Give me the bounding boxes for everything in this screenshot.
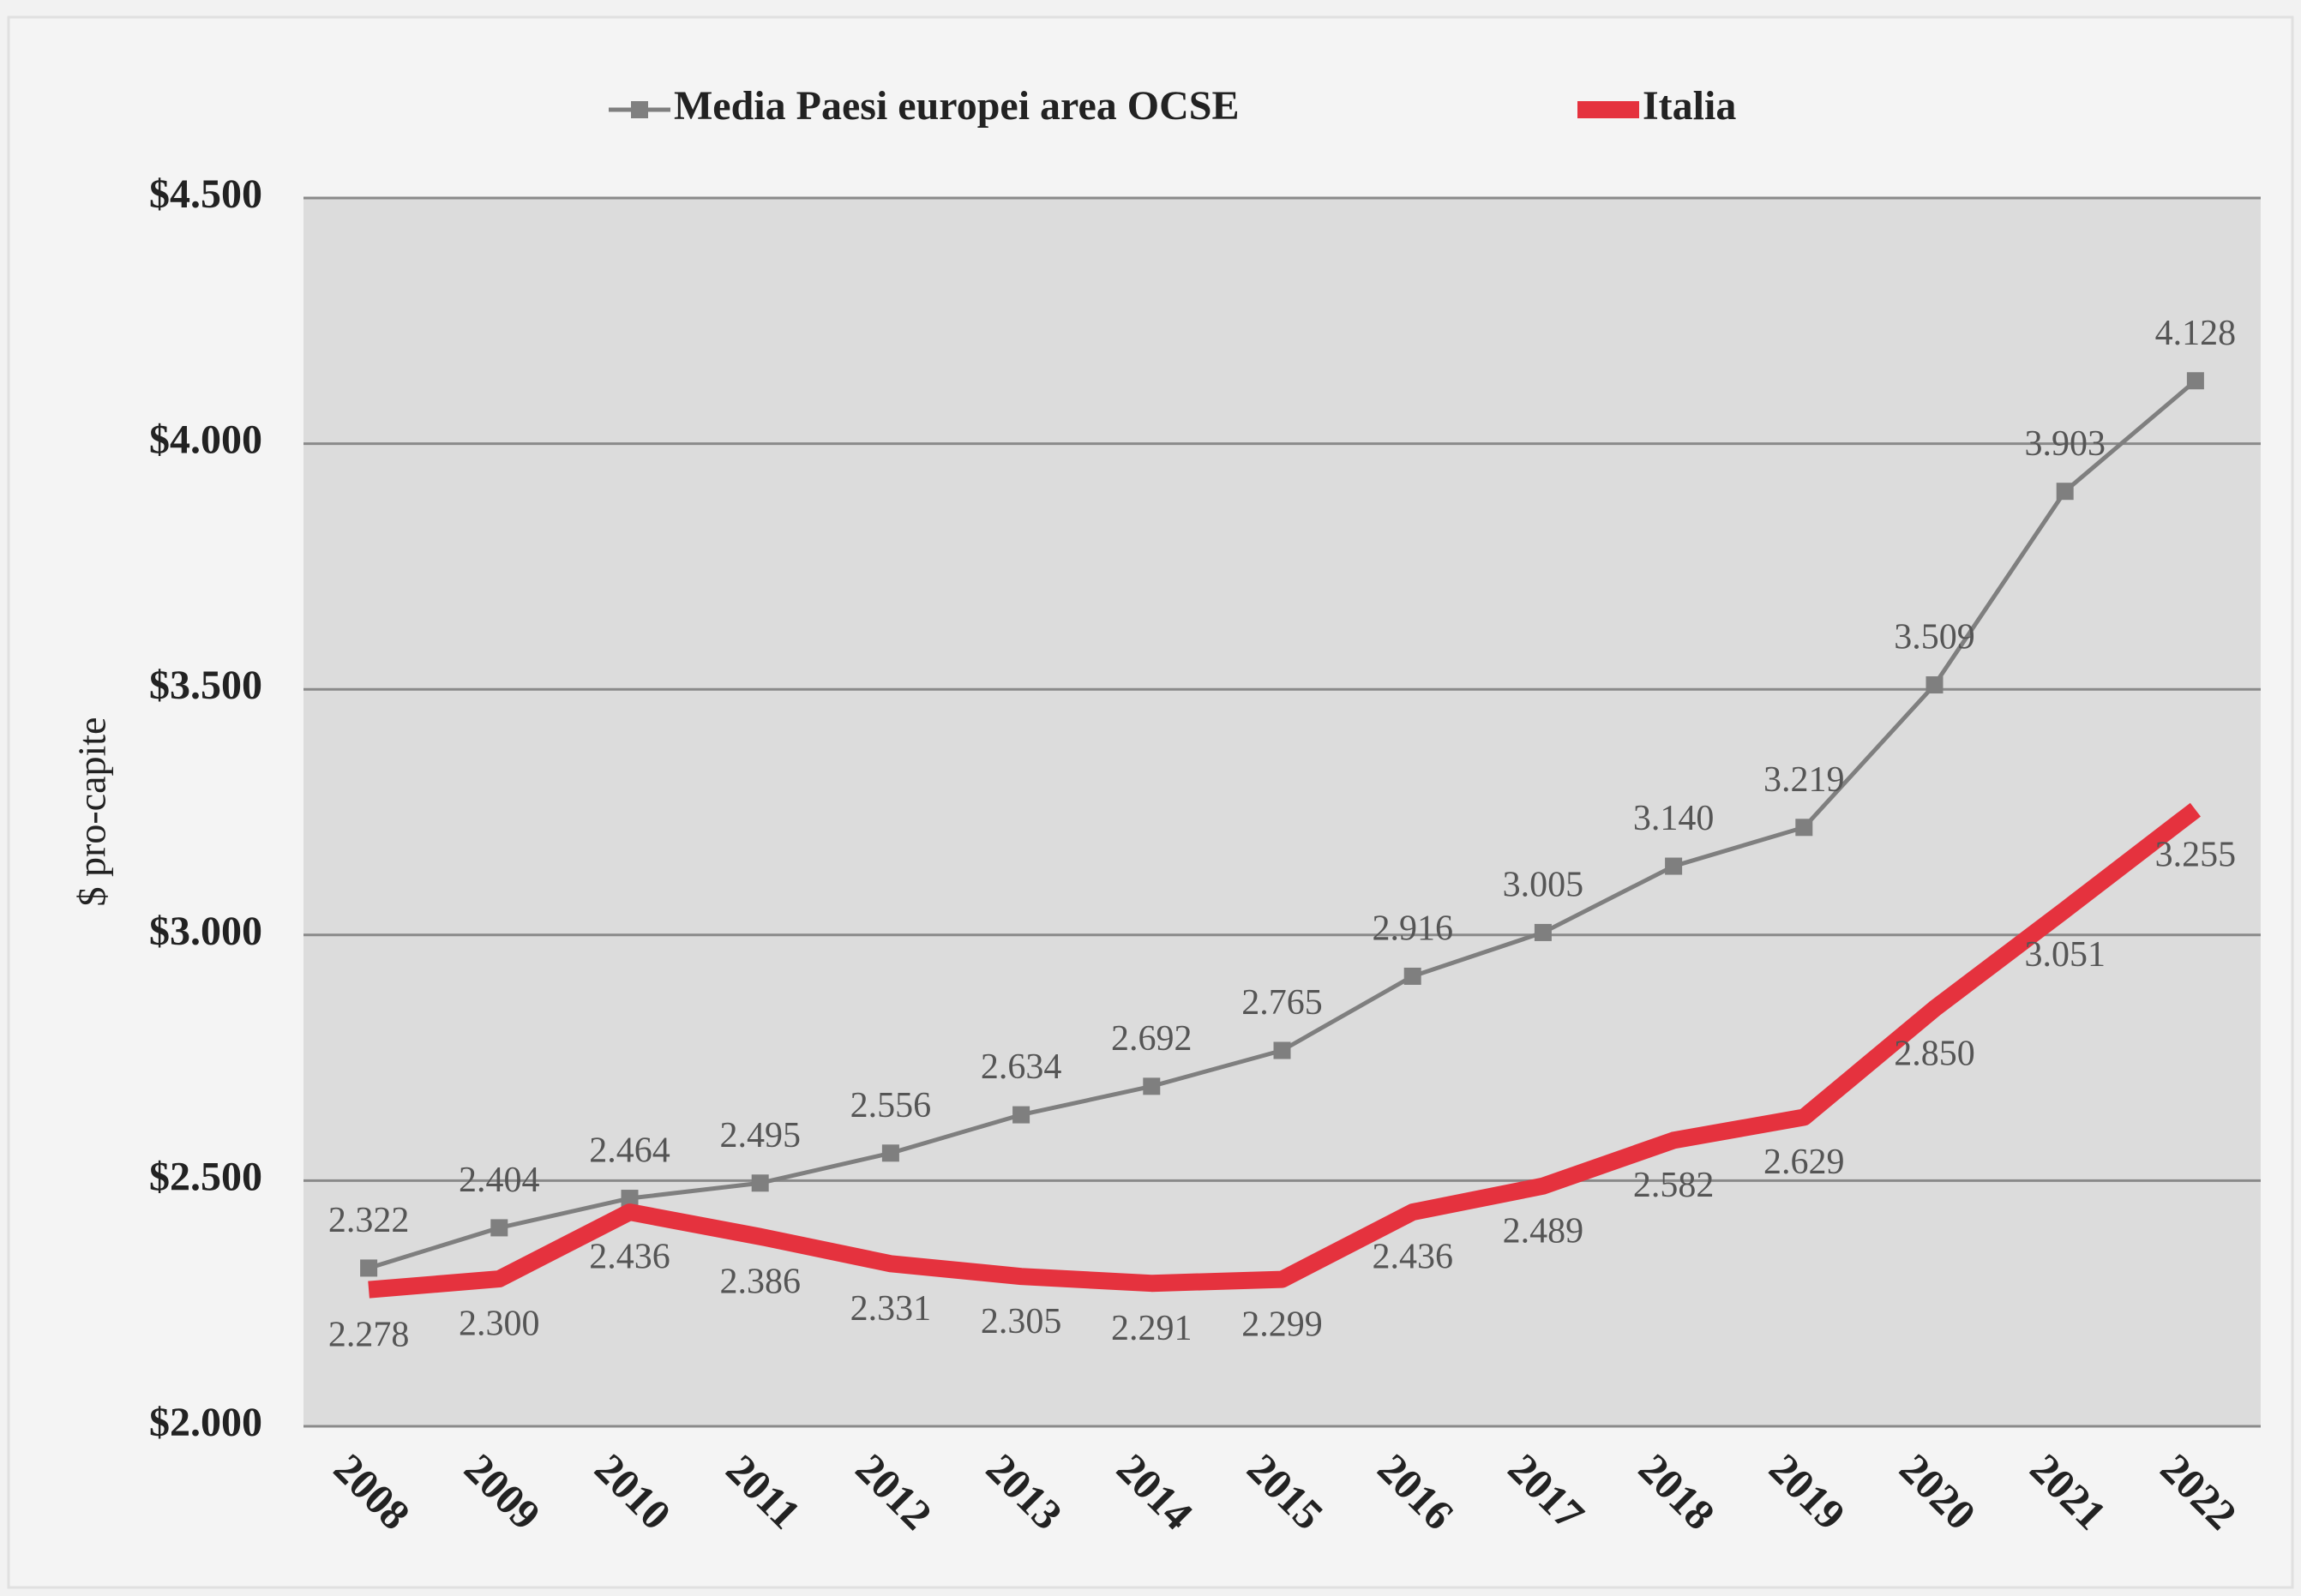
point-marker	[621, 1190, 639, 1208]
point-marker	[881, 1144, 899, 1162]
data-label: 3.140	[1633, 799, 1715, 838]
data-label: 2.464	[589, 1131, 670, 1171]
point-marker	[1143, 1077, 1161, 1095]
data-label: 2.305	[981, 1302, 1062, 1341]
y-axis-label: $ pro-capite	[70, 717, 114, 907]
point-marker	[1012, 1106, 1030, 1124]
data-label: 2.436	[1372, 1238, 1453, 1277]
point-marker	[751, 1174, 769, 1192]
data-label: 2.765	[1241, 983, 1323, 1023]
data-label: 2.386	[719, 1262, 801, 1301]
data-label: 2.278	[328, 1315, 410, 1354]
point-marker	[490, 1219, 508, 1237]
point-marker	[1534, 923, 1552, 941]
data-label: 3.903	[2024, 424, 2106, 464]
data-label: 2.495	[719, 1116, 801, 1155]
data-label: 3.005	[1503, 866, 1584, 905]
data-label: 2.331	[850, 1289, 932, 1329]
point-marker	[1403, 967, 1421, 985]
data-label: 2.634	[981, 1047, 1062, 1087]
y-tick-label: $3.000	[149, 909, 262, 954]
data-label: 3.255	[2155, 835, 2237, 874]
point-marker	[1926, 676, 1944, 694]
point-marker	[1795, 819, 1813, 837]
data-label: 4.128	[2155, 314, 2237, 353]
y-tick-label: $4.000	[149, 417, 262, 463]
data-label: 2.404	[459, 1161, 540, 1200]
data-label: 3.219	[1763, 760, 1845, 800]
data-label: 2.916	[1372, 909, 1453, 949]
data-label: 3.509	[1894, 618, 1975, 657]
data-label: 3.051	[2024, 935, 2106, 975]
data-label: 2.850	[1894, 1034, 1975, 1073]
data-label: 2.322	[328, 1201, 410, 1240]
legend-label: Media Paesi europei area OCSE	[674, 83, 1240, 129]
point-marker	[1665, 857, 1683, 875]
data-label: 2.300	[459, 1305, 540, 1344]
point-marker	[2056, 483, 2074, 501]
y-tick-label: $2.000	[149, 1400, 262, 1445]
point-marker	[1273, 1041, 1291, 1059]
y-tick-label: $2.500	[149, 1154, 262, 1199]
legend-label: Italia	[1643, 83, 1736, 129]
point-marker	[360, 1259, 378, 1277]
data-label: 2.291	[1111, 1309, 1193, 1348]
data-label: 2.582	[1633, 1166, 1715, 1205]
point-marker	[2186, 372, 2204, 390]
legend-marker	[631, 101, 648, 118]
data-label: 2.629	[1763, 1143, 1845, 1182]
data-label: 2.436	[589, 1238, 670, 1277]
data-label: 2.556	[850, 1086, 932, 1125]
series-line	[368, 802, 2201, 1299]
y-tick-label: $3.500	[149, 663, 262, 708]
data-label: 2.489	[1503, 1211, 1584, 1251]
y-tick-label: $4.500	[149, 171, 262, 217]
data-label: 2.299	[1241, 1305, 1323, 1344]
data-label: 2.692	[1111, 1019, 1193, 1059]
